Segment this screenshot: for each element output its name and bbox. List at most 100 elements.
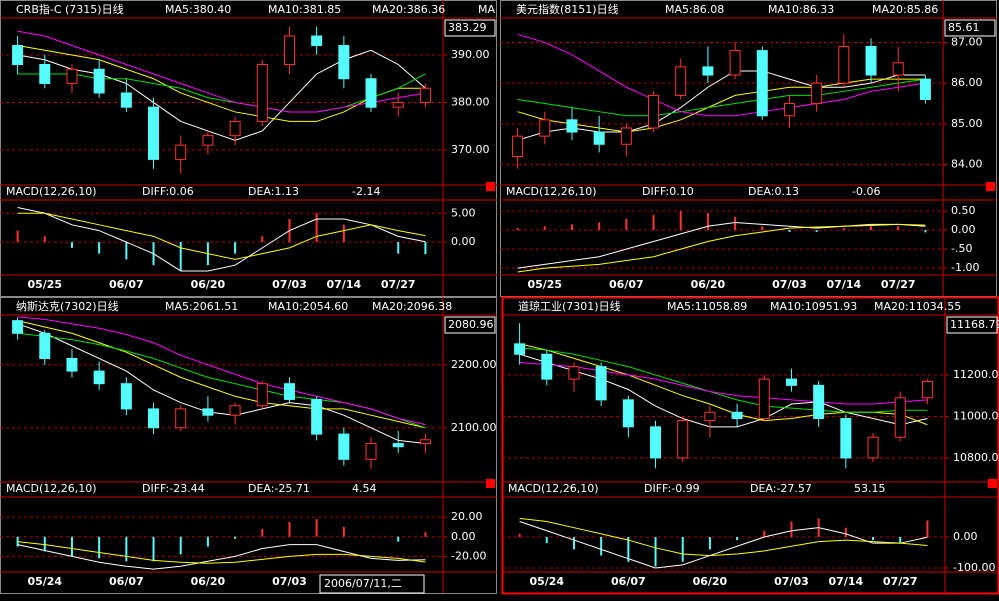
y-tick-label: 84.00 [951,158,983,171]
y-tick-label: 370.00 [451,143,490,156]
y-tick-label: 390.00 [451,48,490,61]
legend-entry: MA10:381.85 [268,3,341,16]
x-tick-label: 06/20 [191,278,226,291]
candle-body [593,131,605,145]
ma-line [17,49,426,141]
y-tick-label: 11200.00 [953,368,999,381]
macd-title: MACD(12,26,10) [6,482,97,495]
candle-body [311,35,323,47]
x-tick-label: 07/03 [774,575,809,588]
candle-body [256,383,268,407]
x-tick-label: 06/07 [609,278,644,291]
candles [12,316,431,469]
candle-body [894,397,906,438]
indicator-square [486,182,495,191]
candle-body [419,439,431,445]
candle-body [783,103,795,117]
chart-title: 道琼工业(7301)日线 [518,299,621,313]
legend-entry: MA5:380.40 [165,3,231,16]
candle-body [120,92,132,108]
last-price: 85.61 [948,21,980,34]
legend-entry: MA20:85.86 [872,3,938,16]
x-tick-label: 07/14 [327,278,362,291]
macd-line [519,521,928,569]
x-tick-label: 05/24 [529,575,564,588]
legend-entry: MA20:386.36 [372,3,445,16]
candle-body [566,119,578,133]
x-tick-label: 06/20 [691,278,726,291]
macd-line [519,517,928,557]
panel-border [0,297,497,594]
last-price-box [444,316,496,334]
macd-area [16,519,427,570]
last-price: 11168.79 [950,318,999,331]
candle-body [311,398,323,435]
indicator-square [486,479,495,488]
ma-line [519,347,928,413]
legend-entry: MA20:11034.55 [874,300,961,313]
macd-line [517,223,926,273]
ma-line [519,353,928,428]
y-tick-label: -20.00 [451,549,486,562]
macd-title: MACD(12,26,10) [6,185,97,198]
candle-body [66,357,78,372]
candle-body [120,383,132,410]
candle-body [39,332,51,359]
x-tick-label: 07/03 [272,575,307,588]
candle-body [283,35,295,65]
x-tick-label: 06/20 [191,575,226,588]
chart-panel: 道琼工业(7301)日线 MA5:11058.89 MA10:10951.93 MA2… [501,296,999,595]
legend-entry: MA10:10951.93 [770,300,857,313]
candle-body [921,380,933,399]
ma-line [517,78,926,117]
macd-line [17,212,426,260]
ma-line [517,78,926,133]
x-tick-label: 06/07 [109,278,144,291]
x-tick-label: 07/14 [829,575,864,588]
candle-body [202,135,214,146]
y-tick-label: 87.00 [951,35,983,48]
candle-body [365,78,377,108]
last-price: 2080.96 [448,318,494,331]
macd-hist: -2.14 [352,185,380,198]
macd-diff: DIFF:0.06 [142,185,194,198]
ma-line [17,30,426,113]
y-tick-label: 0.00 [451,530,476,543]
y-tick-label: 2200.00 [451,358,497,371]
chart-title: CRB指-C (7315)日线 [16,2,124,16]
cursor-date: 2006/07/11,二 [324,577,402,590]
y-tick-label: 11000.00 [953,409,999,422]
candle-body [12,45,24,65]
candle-body [93,370,105,385]
candle-body [541,353,553,380]
ma-line [17,320,426,429]
candle-body [514,343,526,355]
candle-body [175,144,187,160]
macd-dea: DEA:-27.57 [750,482,812,495]
macd-dea: DEA:1.13 [248,185,299,198]
y-tick-label: 0.00 [951,223,976,236]
macd-line [17,541,426,564]
macd-area [16,207,427,272]
legend-entry: MA20:2096.38 [372,300,452,313]
y-tick-label: 0.00 [953,530,978,543]
chart-title: 纳斯达克(7302)日线 [16,299,119,313]
x-tick-label: 07/03 [772,278,807,291]
candle-body [756,50,768,117]
last-price-box [944,19,996,37]
macd-title: MACD(12,26,10) [508,482,599,495]
y-tick-label: 20.00 [451,510,483,523]
y-tick-label: 5.00 [451,206,476,219]
last-price-box [444,19,496,37]
y-tick-label: -1.00 [951,261,979,274]
candle-body [148,106,160,160]
candle-body [39,63,51,84]
ma-line [517,33,926,117]
last-price: 383.29 [448,21,487,34]
macd-dea: DEA:-25.71 [248,482,310,495]
candle-body [622,399,634,428]
candle-body [568,366,580,380]
candle-body [595,366,607,401]
candle-body [229,405,241,416]
candle-body [919,78,931,100]
